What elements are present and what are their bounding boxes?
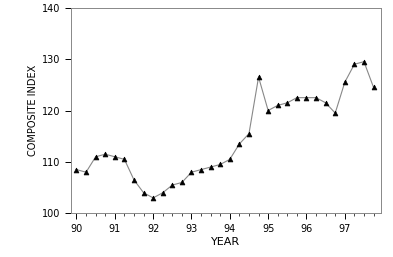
Y-axis label: COMPOSITE INDEX: COMPOSITE INDEX [28,65,38,156]
X-axis label: YEAR: YEAR [211,236,241,246]
